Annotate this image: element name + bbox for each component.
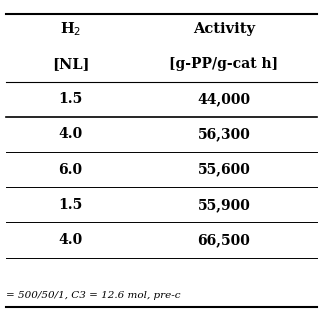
Text: 55,900: 55,900 [197, 198, 251, 212]
Text: 4.0: 4.0 [58, 127, 83, 141]
Text: [NL]: [NL] [52, 57, 89, 71]
Text: Activity: Activity [193, 22, 255, 36]
Text: 66,500: 66,500 [197, 233, 251, 247]
Text: 1.5: 1.5 [58, 92, 83, 106]
Text: 1.5: 1.5 [58, 198, 83, 212]
Text: [g-PP/g-cat h]: [g-PP/g-cat h] [169, 57, 279, 71]
Text: 6.0: 6.0 [58, 163, 83, 177]
Text: = 500/50/1, C3 = 12.6 mol, pre-c: = 500/50/1, C3 = 12.6 mol, pre-c [6, 292, 181, 300]
Text: 44,000: 44,000 [197, 92, 251, 106]
Text: H$_2$: H$_2$ [60, 20, 81, 38]
Text: 55,600: 55,600 [197, 163, 251, 177]
Text: 4.0: 4.0 [58, 233, 83, 247]
Text: 56,300: 56,300 [197, 127, 251, 141]
